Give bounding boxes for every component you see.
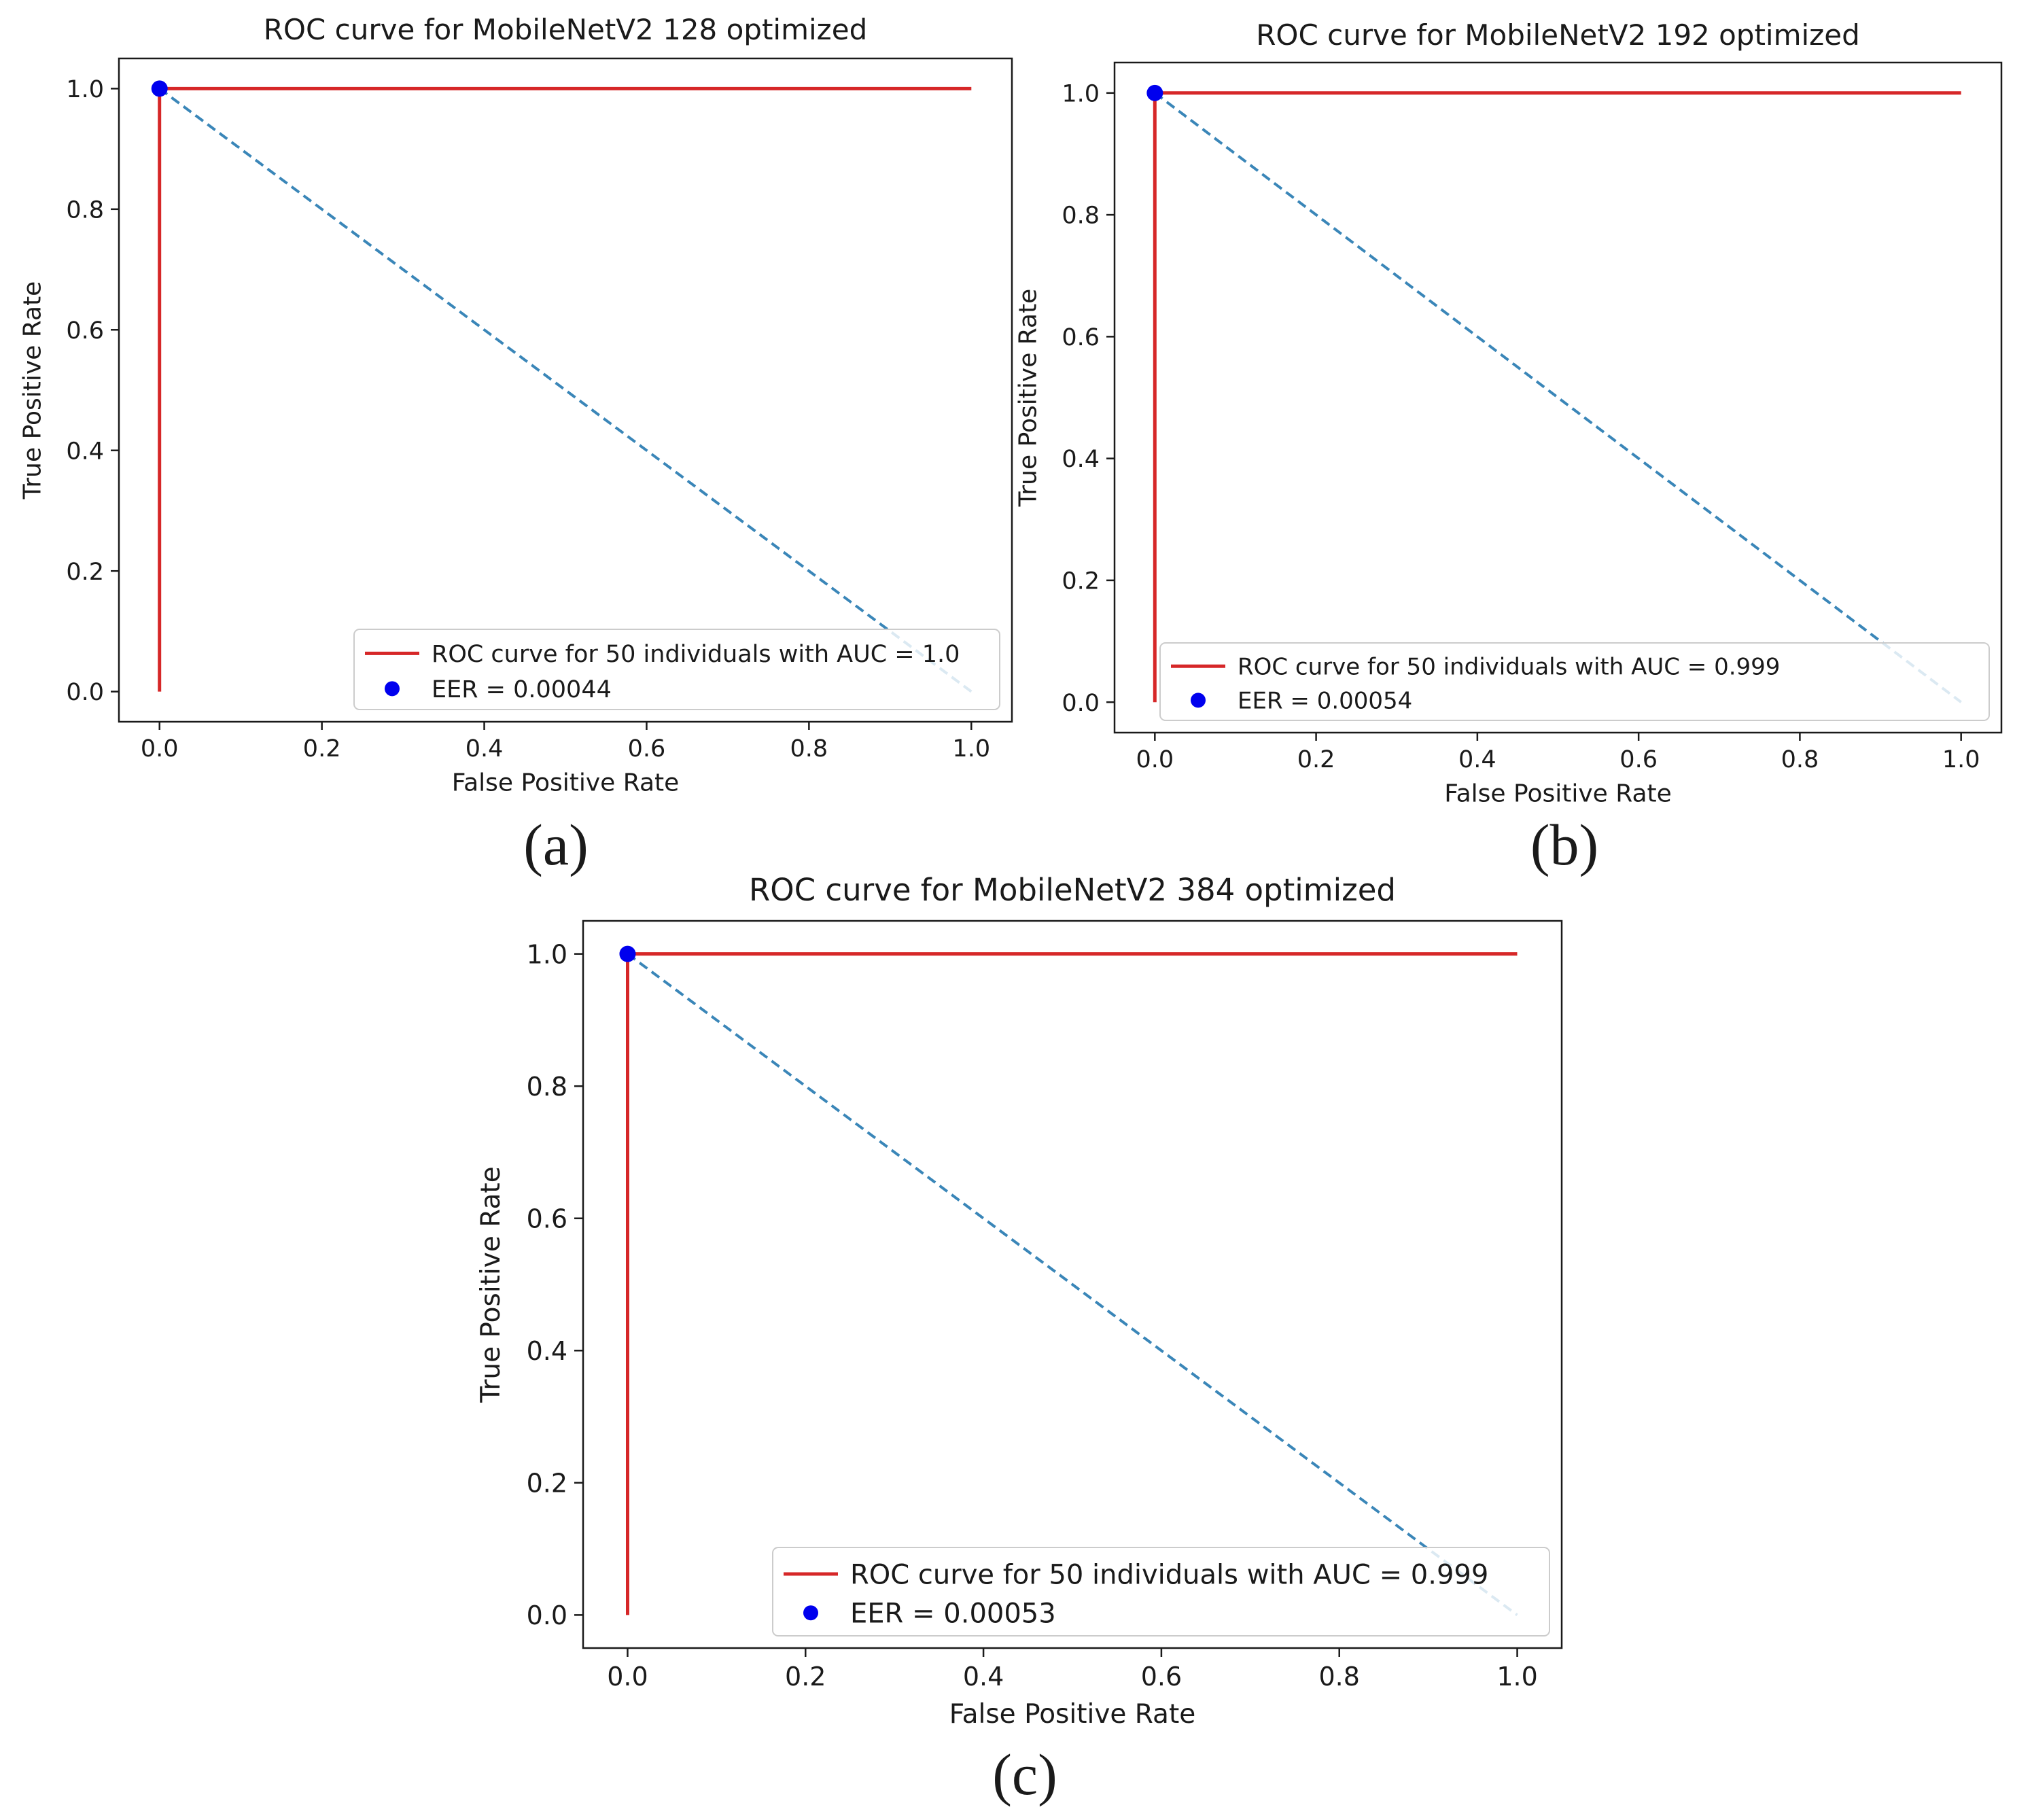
axes-frame <box>582 920 1563 1649</box>
legend-label-roc: ROC curve for 50 individuals with AUC = … <box>1238 653 1780 680</box>
x-tick-label: 1.0 <box>1496 1662 1537 1692</box>
x-tick-label: 0.2 <box>1297 746 1335 773</box>
x-tick-label: 0.6 <box>1619 746 1658 773</box>
axes-frame <box>1113 61 2003 734</box>
y-tick-label: 0.4 <box>66 438 104 465</box>
y-tick-label: 1.0 <box>527 939 567 969</box>
x-tick-label: 0.6 <box>628 735 666 763</box>
y-tick-label: 0.0 <box>66 679 104 706</box>
y-tick-label: 1.0 <box>66 76 104 103</box>
roc-chart-c: ROC curve for MobileNetV2 384 optimized 0… <box>476 872 1563 1730</box>
x-tick-label: 0.8 <box>1781 746 1819 773</box>
x-tick-label: 1.0 <box>1942 746 1980 773</box>
x-tick-label: 0.8 <box>1319 1662 1360 1692</box>
y-tick-label: 0.2 <box>66 559 104 586</box>
y-tick-label: 0.6 <box>66 317 104 345</box>
x-tick-label: 0.0 <box>607 1662 648 1692</box>
y-tick-label: 0.6 <box>527 1204 567 1233</box>
chance-diagonal-line <box>627 952 1518 1617</box>
panel-label-c: (c) <box>992 1742 1057 1807</box>
x-axis-label: False Positive Rate <box>452 769 680 797</box>
x-tick-label: 0.0 <box>1136 746 1174 773</box>
y-tick-label: 0.8 <box>1062 203 1100 230</box>
y-tick-label: 0.8 <box>66 196 104 224</box>
y-tick-label: 0.0 <box>1062 690 1100 717</box>
legend-label-eer: EER = 0.00044 <box>432 676 612 703</box>
y-tick-label: 0.2 <box>527 1468 567 1498</box>
x-tick-label: 0.6 <box>1141 1662 1182 1692</box>
y-axis-label: True Positive Rate <box>1014 289 1042 508</box>
legend-label-roc: ROC curve for 50 individuals with AUC = … <box>432 641 960 668</box>
x-tick-label: 0.4 <box>1458 746 1496 773</box>
legend: ROC curve for 50 individuals with AUC = … <box>353 629 1000 710</box>
legend: ROC curve for 50 individuals with AUC = … <box>1159 642 1990 721</box>
legend-box <box>1159 642 1990 721</box>
legend-box <box>353 629 1000 710</box>
x-tick-label: 0.4 <box>963 1662 1004 1692</box>
legend: ROC curve for 50 individuals with AUC = … <box>772 1547 1550 1637</box>
y-axis-label: True Positive Rate <box>476 1166 506 1403</box>
legend-label-eer: EER = 0.00054 <box>1238 688 1412 715</box>
roc-chart-a: ROC curve for MobileNetV2 128 optimized 0… <box>18 13 1013 797</box>
panel-label-a: (a) <box>523 812 588 877</box>
x-axis-label: False Positive Rate <box>949 1699 1195 1730</box>
chart-title: ROC curve for MobileNetV2 128 optimized <box>264 13 867 46</box>
legend-label-roc: ROC curve for 50 individuals with AUC = … <box>850 1559 1488 1590</box>
eer-point <box>151 80 168 97</box>
legend-swatch-eer <box>385 681 400 697</box>
y-tick-label: 1.0 <box>1062 80 1100 107</box>
chart-title: ROC curve for MobileNetV2 192 optimized <box>1256 18 1859 52</box>
y-tick-label: 0.2 <box>1062 568 1100 595</box>
legend-box <box>772 1547 1550 1637</box>
x-tick-label: 0.8 <box>790 735 828 763</box>
x-tick-label: 0.0 <box>141 735 179 763</box>
x-tick-label: 0.2 <box>785 1662 826 1692</box>
legend-swatch-eer <box>803 1605 818 1621</box>
eer-point <box>619 945 636 962</box>
legend-label-eer: EER = 0.00053 <box>850 1598 1056 1630</box>
y-tick-label: 0.6 <box>1062 324 1100 351</box>
panel-label-b: (b) <box>1530 812 1598 877</box>
y-tick-label: 0.4 <box>1062 446 1100 473</box>
y-axis-label: True Positive Rate <box>18 281 46 500</box>
axes-frame <box>118 57 1013 723</box>
x-tick-label: 0.4 <box>466 735 504 763</box>
x-tick-label: 0.2 <box>303 735 341 763</box>
x-axis-label: False Positive Rate <box>1444 780 1672 807</box>
chart-title: ROC curve for MobileNetV2 384 optimized <box>749 872 1396 908</box>
legend-swatch-eer <box>1191 693 1206 708</box>
x-tick-label: 1.0 <box>952 735 990 763</box>
eer-point <box>1146 84 1163 101</box>
chance-diagonal-line <box>1154 92 1962 703</box>
y-tick-label: 0.0 <box>527 1600 567 1630</box>
y-tick-label: 0.8 <box>527 1072 567 1102</box>
y-tick-label: 0.4 <box>527 1336 567 1366</box>
roc-chart-b: ROC curve for MobileNetV2 192 optimized 0… <box>1014 18 2003 807</box>
chance-diagonal-line <box>158 87 973 693</box>
